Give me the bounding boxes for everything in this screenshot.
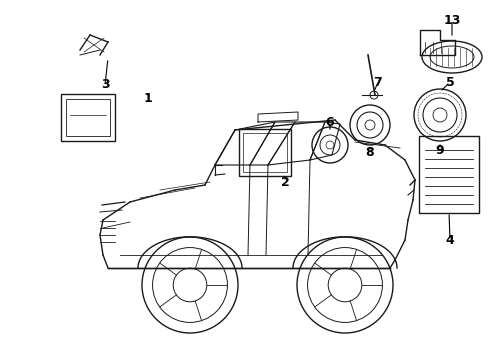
Text: 7: 7: [373, 76, 382, 89]
Text: 4: 4: [445, 234, 453, 247]
Text: 9: 9: [435, 144, 444, 157]
Text: 3: 3: [101, 78, 109, 91]
Text: 2: 2: [280, 175, 289, 189]
Text: 6: 6: [325, 116, 334, 129]
Text: 5: 5: [445, 76, 453, 89]
Text: 1: 1: [143, 91, 152, 104]
Text: 8: 8: [365, 145, 373, 158]
Text: 13: 13: [443, 13, 460, 27]
